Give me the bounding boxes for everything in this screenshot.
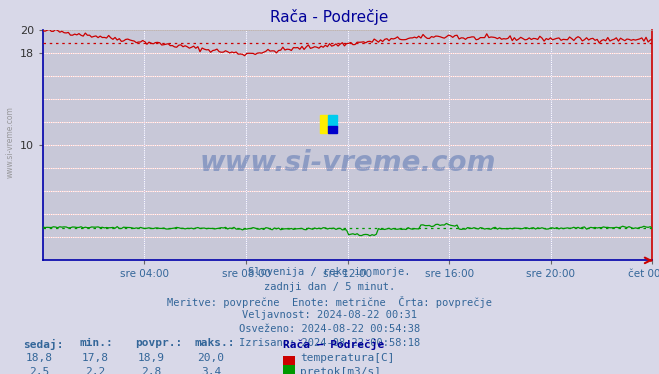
Bar (320, 115, 330, 134)
Text: temperatura[C]: temperatura[C] (300, 353, 394, 363)
Text: 18,9: 18,9 (138, 353, 165, 363)
Text: min.:: min.: (79, 338, 113, 349)
Text: pretok[m3/s]: pretok[m3/s] (300, 367, 381, 374)
Text: 3,4: 3,4 (201, 367, 221, 374)
Text: povpr.:: povpr.: (135, 338, 183, 349)
Bar (328, 126, 337, 134)
Bar (328, 115, 337, 127)
Text: 2,2: 2,2 (86, 367, 105, 374)
Text: www.si-vreme.com: www.si-vreme.com (200, 149, 496, 177)
Text: 17,8: 17,8 (82, 353, 109, 363)
Text: Slovenija / reke in morje.: Slovenija / reke in morje. (248, 267, 411, 278)
Text: Rača – Podrečje: Rača – Podrečje (283, 338, 385, 349)
Text: Izrisano: 2024-08-22 00:58:18: Izrisano: 2024-08-22 00:58:18 (239, 338, 420, 349)
Text: zadnji dan / 5 minut.: zadnji dan / 5 minut. (264, 282, 395, 292)
Text: 2,8: 2,8 (142, 367, 161, 374)
Text: Osveženo: 2024-08-22 00:54:38: Osveženo: 2024-08-22 00:54:38 (239, 324, 420, 334)
Text: Meritve: povprečne  Enote: metrične  Črta: povprečje: Meritve: povprečne Enote: metrične Črta:… (167, 296, 492, 308)
Text: maks.:: maks.: (194, 338, 235, 349)
Text: 18,8: 18,8 (26, 353, 53, 363)
Text: Veljavnost: 2024-08-22 00:31: Veljavnost: 2024-08-22 00:31 (242, 310, 417, 320)
Text: www.si-vreme.com: www.si-vreme.com (5, 106, 14, 178)
Text: 20,0: 20,0 (198, 353, 224, 363)
Text: 2,5: 2,5 (30, 367, 49, 374)
Text: Rača - Podrečje: Rača - Podrečje (270, 9, 389, 25)
Text: sedaj:: sedaj: (23, 338, 63, 349)
